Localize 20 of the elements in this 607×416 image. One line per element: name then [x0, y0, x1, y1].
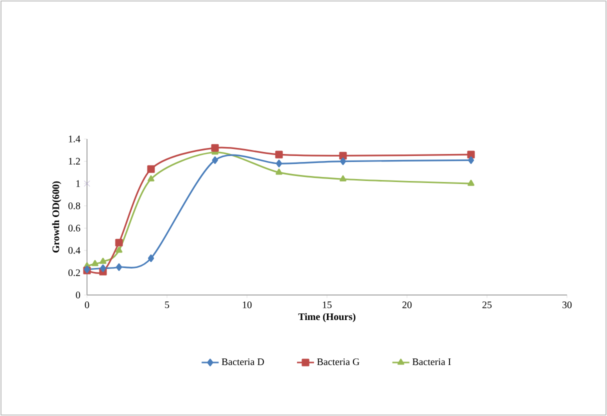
x-tick-label: 10 [242, 302, 252, 308]
y-tick-label: 1.4 [68, 136, 80, 142]
x-tick-label: 15 [322, 302, 332, 308]
y-tick-label: 0 [76, 292, 80, 298]
x-tick-label: 5 [165, 302, 170, 308]
y-tick-label: 0.8 [68, 202, 80, 210]
x-tick-label: 30 [562, 302, 572, 308]
y-tick-label: 0.6 [68, 224, 80, 232]
x-tick-label: 20 [402, 302, 412, 308]
x-tick-label: 0 [84, 302, 90, 308]
x-axis-title: Time (Hours) [298, 313, 356, 322]
legend-label: Bacteria G [317, 358, 360, 366]
y-tick-label: 1.2 [68, 158, 80, 165]
legend-label: Bacteria D [222, 358, 264, 366]
y-axis-title: Growth OD(600) [52, 181, 62, 253]
y-tick-label: 1 [76, 180, 80, 187]
x-tick-label: 25 [482, 302, 492, 308]
legend-label: Bacteria I [412, 358, 451, 366]
y-tick-label: 0.2 [68, 269, 80, 276]
y-tick-label: 0.4 [68, 247, 80, 254]
